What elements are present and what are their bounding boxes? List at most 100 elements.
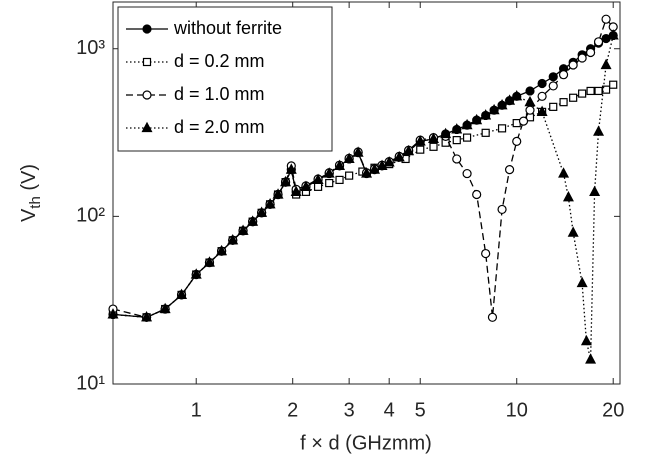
point: [504, 165, 515, 175]
point: [593, 125, 605, 136]
x-tick-label: 4: [384, 399, 395, 421]
point: [203, 256, 215, 267]
point: [237, 224, 249, 235]
point: [462, 168, 472, 179]
point: [524, 95, 536, 107]
point: [559, 98, 568, 107]
point: [580, 334, 592, 346]
point: [471, 113, 483, 125]
point: [607, 29, 619, 40]
y-tick-label: 10¹: [76, 372, 105, 394]
point: [428, 132, 440, 143]
point: [568, 60, 578, 70]
point: [548, 81, 558, 91]
point: [141, 311, 153, 322]
point: [525, 86, 535, 96]
y-label-unit: (V): [18, 164, 40, 196]
point: [589, 185, 601, 196]
point: [600, 58, 612, 70]
point: [512, 136, 522, 147]
y-label-main: V: [18, 208, 40, 222]
point: [247, 215, 259, 226]
point: [312, 173, 324, 185]
point: [335, 175, 344, 185]
y-tick-label: 10³: [76, 37, 105, 59]
point: [451, 123, 463, 134]
point: [487, 312, 498, 322]
legend-label: d = 0.2 mm: [174, 51, 265, 71]
point: [452, 136, 461, 145]
point: [601, 14, 611, 24]
point: [497, 124, 507, 133]
point: [403, 144, 415, 156]
point: [525, 105, 535, 115]
legend: without ferrite d = 0.2 mm d = 1.0 mm d = 2…: [117, 6, 333, 152]
point: [452, 154, 462, 164]
point: [300, 180, 312, 191]
x-tick-label: 1: [191, 399, 202, 421]
point: [558, 167, 570, 178]
point: [176, 288, 188, 300]
legend-marker: [142, 24, 152, 34]
point: [216, 244, 228, 256]
point: [345, 171, 354, 180]
y-axis-label: Vth (V): [18, 164, 44, 222]
legend-label: d = 1.0 mm: [174, 84, 265, 104]
point: [361, 167, 373, 178]
legend-label: d = 2.0 mm: [174, 117, 265, 137]
point: [323, 167, 335, 178]
point: [558, 70, 569, 80]
series-line: [112, 35, 614, 360]
point: [488, 103, 500, 115]
point: [376, 159, 388, 171]
point: [352, 146, 364, 157]
point: [414, 135, 426, 146]
x-tick-label: 10: [506, 399, 528, 421]
point: [462, 133, 472, 142]
x-axis-label: f × d (GHzmm): [300, 432, 432, 454]
y-label-sub: th: [27, 196, 44, 209]
point: [440, 127, 452, 139]
y-tick-label: 10²: [76, 205, 105, 227]
point: [313, 182, 323, 191]
point: [272, 188, 284, 199]
legend-marker: [142, 57, 152, 67]
x-tick-label: 20: [602, 399, 624, 421]
point: [586, 86, 595, 96]
point: [481, 248, 491, 259]
point: [369, 163, 381, 174]
point: [480, 109, 492, 120]
point: [609, 80, 618, 89]
point: [518, 116, 529, 126]
point: [472, 189, 482, 200]
point: [325, 178, 334, 188]
x-tick-label: 2: [287, 399, 298, 421]
x-tick-label: 3: [344, 399, 355, 421]
point: [107, 308, 119, 319]
point: [497, 204, 507, 215]
point: [264, 198, 276, 209]
point: [334, 159, 346, 171]
point: [416, 145, 425, 154]
point: [256, 206, 268, 217]
point: [567, 226, 579, 237]
legend-marker: [142, 90, 152, 100]
point: [511, 90, 523, 101]
point: [585, 47, 596, 58]
legend-box: [117, 6, 333, 152]
x-tick-label: 5: [415, 399, 426, 421]
point: [577, 53, 587, 63]
point: [601, 85, 611, 94]
legend-marker: [141, 121, 153, 133]
point: [343, 152, 355, 164]
point: [383, 156, 395, 167]
point: [280, 175, 292, 187]
point: [569, 93, 578, 102]
point: [562, 190, 574, 202]
point: [290, 185, 302, 196]
point: [548, 72, 558, 82]
point: [227, 233, 239, 245]
point: [594, 86, 603, 96]
point: [461, 118, 473, 130]
